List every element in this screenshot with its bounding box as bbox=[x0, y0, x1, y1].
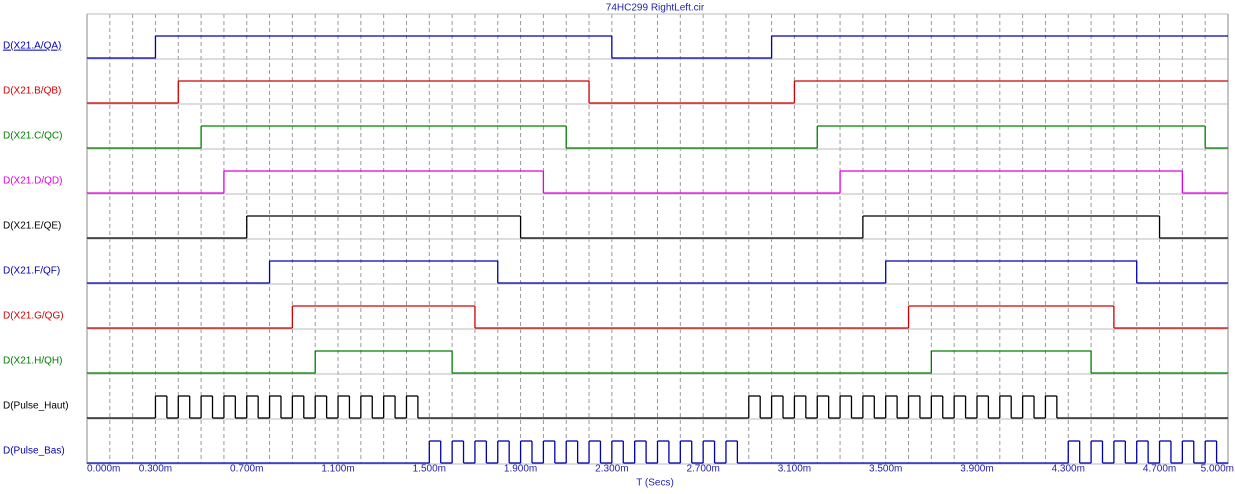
x-tick-label: 0.300m bbox=[139, 464, 172, 475]
x-tick-label: 1.100m bbox=[321, 464, 354, 475]
x-tick-label: 1.500m bbox=[413, 464, 446, 475]
x-tick-label: 5.000m bbox=[1201, 464, 1234, 475]
x-tick-label: 3.900m bbox=[960, 464, 993, 475]
legend-label: D(X21.B/QB) bbox=[3, 86, 61, 97]
x-tick-label: 3.500m bbox=[869, 464, 902, 475]
legend-label: D(Pulse_Haut) bbox=[3, 401, 69, 412]
legend-label: D(X21.H/QH) bbox=[3, 356, 62, 367]
legend-label: D(X21.D/QD) bbox=[3, 176, 62, 187]
legend-label: D(X21.A/QA) bbox=[3, 41, 61, 52]
x-tick-label: 0.000m bbox=[87, 464, 120, 475]
x-tick-label: 3.100m bbox=[778, 464, 811, 475]
legend-label: D(X21.E/QE) bbox=[3, 221, 61, 232]
chart-title: 74HC299 RightLeft.cir bbox=[606, 3, 705, 14]
legend-label: D(Pulse_Bas) bbox=[3, 446, 65, 457]
legend-label: D(X21.G/QG) bbox=[3, 311, 64, 322]
x-tick-label: 1.900m bbox=[504, 464, 537, 475]
legend-label: D(X21.F/QF) bbox=[3, 266, 60, 277]
x-tick-label: 2.700m bbox=[686, 464, 719, 475]
x-tick-label: 2.300m bbox=[595, 464, 628, 475]
legend-label: D(X21.C/QC) bbox=[3, 131, 62, 142]
x-axis-label: T (Secs) bbox=[636, 478, 674, 489]
x-tick-label: 4.700m bbox=[1143, 464, 1176, 475]
x-tick-label: 0.700m bbox=[230, 464, 263, 475]
x-tick-label: 4.300m bbox=[1052, 464, 1085, 475]
